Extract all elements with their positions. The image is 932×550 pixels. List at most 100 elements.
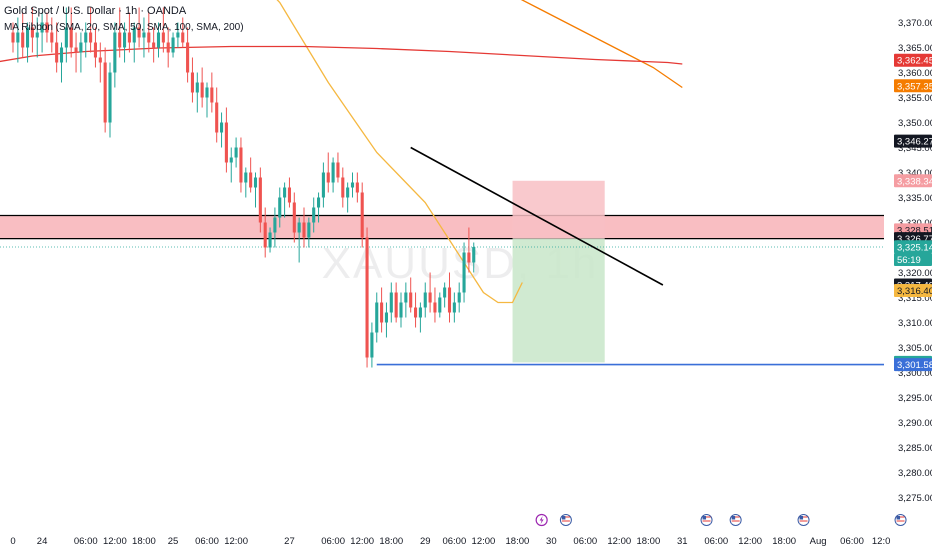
candle[interactable] — [176, 22, 180, 48]
candle[interactable] — [132, 22, 136, 63]
candle[interactable] — [103, 47, 107, 133]
candle[interactable] — [50, 17, 54, 53]
candle[interactable] — [123, 22, 127, 63]
candle[interactable] — [234, 137, 238, 168]
candle[interactable] — [210, 72, 214, 113]
candle[interactable] — [355, 172, 359, 203]
ma-line-sma-200[interactable] — [0, 45, 683, 65]
candle[interactable] — [423, 282, 427, 318]
candle[interactable] — [59, 42, 64, 83]
candle[interactable] — [409, 277, 413, 313]
candle[interactable] — [215, 87, 219, 143]
candle[interactable] — [186, 27, 190, 83]
price-tag[interactable]: 3,338.346 — [894, 174, 932, 188]
candle[interactable] — [447, 272, 452, 323]
candle[interactable] — [26, 22, 30, 63]
candle[interactable] — [229, 147, 233, 183]
us-flag-icon[interactable] — [559, 514, 572, 526]
candle[interactable] — [147, 12, 151, 53]
trendline[interactable] — [410, 146, 664, 286]
candle[interactable] — [380, 287, 384, 333]
candle[interactable] — [457, 282, 461, 313]
candle[interactable] — [438, 292, 442, 318]
lightning-icon[interactable] — [535, 513, 548, 527]
candle[interactable] — [108, 62, 112, 138]
candle[interactable] — [137, 7, 141, 48]
candle[interactable] — [268, 227, 272, 253]
candle[interactable] — [384, 302, 388, 338]
indicator-legend[interactable]: MA Ribbon (SMA, 20, SMA, 50, SMA, 100, S… — [4, 22, 244, 33]
candle[interactable] — [181, 17, 185, 48]
candle[interactable] — [166, 27, 170, 68]
candle[interactable] — [287, 177, 291, 208]
candle[interactable] — [302, 207, 306, 248]
price-tag[interactable]: 3,301.581 — [894, 358, 932, 372]
candle[interactable] — [297, 217, 301, 263]
candle[interactable] — [399, 292, 403, 328]
candle[interactable] — [249, 157, 253, 193]
candle[interactable] — [239, 137, 243, 193]
candle[interactable] — [346, 182, 350, 213]
candle[interactable] — [84, 22, 88, 58]
candle[interactable] — [16, 17, 20, 63]
candle[interactable] — [467, 227, 471, 273]
ma-line-sma-100[interactable] — [479, 0, 683, 89]
candle[interactable] — [394, 282, 398, 323]
candle[interactable] — [321, 162, 325, 208]
candle[interactable] — [341, 167, 345, 208]
candle[interactable] — [142, 17, 146, 58]
candle[interactable] — [224, 107, 228, 173]
price-tag[interactable]: 56:19 — [894, 253, 932, 266]
us-flag-icon[interactable] — [700, 514, 713, 526]
candle[interactable] — [370, 322, 374, 368]
candle[interactable] — [389, 282, 393, 323]
price-tag[interactable]: 3,325.140 — [894, 240, 932, 254]
candle[interactable] — [74, 32, 78, 73]
candle[interactable] — [11, 22, 15, 53]
candle[interactable] — [414, 292, 418, 328]
candle[interactable] — [200, 67, 204, 108]
candle[interactable] — [331, 157, 335, 193]
candle[interactable] — [40, 12, 44, 53]
candle[interactable] — [253, 172, 258, 208]
candle[interactable] — [79, 32, 83, 73]
candle[interactable] — [35, 17, 39, 58]
ma-line-sma-50[interactable] — [256, 0, 523, 304]
candle[interactable] — [404, 282, 408, 318]
candle[interactable] — [127, 12, 131, 53]
candle[interactable] — [350, 172, 355, 198]
candle[interactable] — [195, 72, 199, 113]
candle[interactable] — [30, 7, 34, 53]
candle[interactable] — [98, 42, 102, 83]
candle[interactable] — [375, 292, 379, 343]
candle[interactable] — [152, 27, 156, 63]
price-tag[interactable]: 3,357.350 — [894, 79, 932, 93]
candle[interactable] — [69, 7, 73, 58]
candle[interactable] — [443, 282, 447, 308]
price-tag[interactable]: 3,316.404 — [894, 283, 932, 297]
us-flag-icon[interactable] — [729, 514, 742, 526]
us-flag-icon[interactable] — [797, 514, 810, 526]
candle[interactable] — [317, 192, 321, 223]
candle[interactable] — [93, 27, 97, 68]
candle[interactable] — [263, 207, 267, 258]
candle[interactable] — [161, 7, 165, 53]
candle[interactable] — [64, 7, 68, 63]
candle[interactable] — [205, 82, 209, 118]
candle[interactable] — [472, 242, 476, 273]
candle[interactable] — [307, 217, 311, 248]
candle[interactable] — [118, 7, 122, 58]
candle[interactable] — [113, 22, 117, 88]
candle[interactable] — [336, 152, 340, 183]
candle[interactable] — [360, 182, 364, 248]
candle[interactable] — [273, 207, 277, 248]
candle[interactable] — [433, 287, 437, 323]
candle[interactable] — [283, 182, 287, 218]
resistance-zone[interactable] — [0, 215, 884, 239]
candle[interactable] — [365, 227, 369, 368]
candle[interactable] — [190, 57, 194, 103]
candle[interactable] — [292, 192, 296, 243]
candle[interactable] — [156, 22, 161, 58]
candle[interactable] — [89, 7, 93, 53]
